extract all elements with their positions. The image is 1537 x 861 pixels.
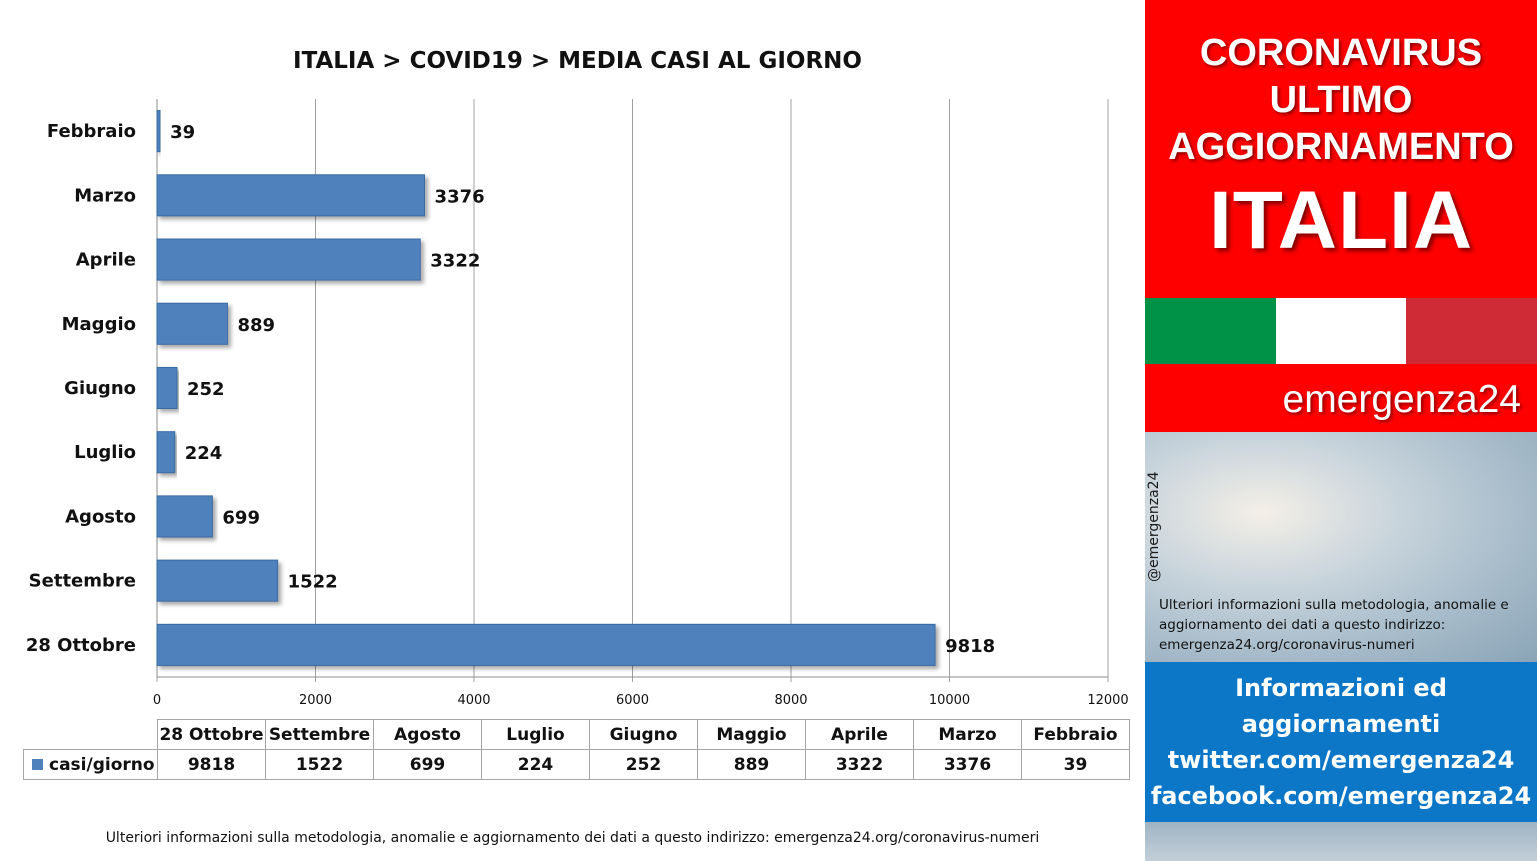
data-label: 889 [237, 315, 275, 336]
chart-area: ITALIA > COVID19 > MEDIA CASI AL GIORNO … [23, 48, 1130, 846]
headline-box: CORONAVIRUS ULTIMO AGGIORNAMENTO ITALIA [1145, 0, 1537, 298]
flag-stripe-white [1275, 298, 1407, 364]
footnote: Ulteriori informazioni sulla metodologia… [105, 830, 1040, 846]
x-tick-label: 8000 [774, 693, 807, 708]
info-line: Informazioni ed [1235, 674, 1447, 702]
bar-chart: 0 2000 4000 6000 8000 10000 12000 Febbraio 39 Mar… [26, 99, 1129, 708]
table-value-cell: 224 [481, 749, 590, 780]
headline-line: AGGIORNAMENTO [1168, 126, 1514, 168]
bar [156, 495, 213, 538]
photo-box: @emergenza24 Ulteriori informazioni sull… [1145, 432, 1537, 662]
bar [156, 559, 279, 602]
brand-name: emergenza24 [1282, 378, 1522, 421]
brand-bar: emergenza24 [1145, 364, 1537, 432]
category-label: Febbraio [47, 121, 136, 142]
headline: CORONAVIRUS ULTIMO AGGIORNAMENTO [1145, 30, 1537, 171]
flag-stripe-red [1406, 298, 1537, 364]
methodology-note: Ulteriori informazioni sulla metodologia… [1159, 597, 1509, 653]
flag-stripe-green [1145, 298, 1276, 364]
table-row: casi/giorno 9818 1522 699 224 252 889 33… [23, 749, 1130, 780]
data-table: 28 Ottobre Settembre Agosto Luglio Giugn… [23, 719, 1130, 780]
category-label: Maggio [62, 314, 136, 335]
twitter-link[interactable]: twitter.com/emergenza24 [1167, 746, 1515, 774]
info-box: Informazioni ed aggiornamenti twitter.co… [1145, 662, 1537, 822]
table-header-cell: Maggio [697, 719, 806, 750]
italian-flag [1145, 298, 1537, 364]
series-name: casi/giorno [49, 754, 155, 775]
table-value-cell: 39 [1021, 749, 1130, 780]
table-header-cell: Agosto [373, 719, 482, 750]
table-header-cell: Settembre [265, 719, 374, 750]
category-label: Giugno [64, 378, 136, 399]
table-value-cell: 1522 [265, 749, 374, 780]
data-label: 39 [170, 122, 195, 143]
table-header-cell: 28 Ottobre [157, 719, 266, 750]
table-value-cell: 3376 [913, 749, 1022, 780]
table-value-cell: 9818 [157, 749, 266, 780]
table-corner [23, 719, 158, 750]
bar [156, 174, 426, 217]
table-header-cell: Febbraio [1021, 719, 1130, 750]
category-label: Agosto [65, 506, 136, 527]
info-line: aggiornamenti [1241, 710, 1441, 738]
x-tick-label: 2000 [299, 693, 332, 708]
data-label: 224 [185, 443, 223, 464]
x-tick-label: 6000 [616, 693, 649, 708]
category-label: Aprile [76, 250, 136, 271]
bar [156, 110, 161, 153]
data-label: 3322 [430, 251, 480, 272]
social-handle: @emergenza24 [1146, 471, 1162, 583]
table-header-cell: Giugno [589, 719, 698, 750]
table-value-cell: 889 [697, 749, 806, 780]
data-label: 1522 [288, 572, 338, 593]
table-value-cell: 3322 [805, 749, 914, 780]
legend-key [32, 758, 43, 770]
side-panel: CORONAVIRUS ULTIMO AGGIORNAMENTO ITALIA … [1145, 0, 1537, 861]
bar [156, 366, 178, 410]
category-label: Settembre [29, 571, 136, 592]
data-label: 252 [187, 379, 225, 400]
category-label: Luglio [74, 442, 136, 463]
bar [156, 623, 936, 666]
category-label: Marzo [74, 185, 136, 206]
table-header-cell: Marzo [913, 719, 1022, 750]
x-tick-label: 0 [153, 693, 161, 708]
headline-line: ULTIMO [1269, 79, 1413, 121]
x-tick-label: 4000 [457, 693, 490, 708]
headline-line: CORONAVIRUS [1199, 32, 1483, 74]
table-header-row: 28 Ottobre Settembre Agosto Luglio Giugn… [23, 719, 1130, 750]
table-header-cell: Luglio [481, 719, 590, 750]
bottom-strip [1145, 822, 1537, 861]
country-name: ITALIA [1208, 175, 1474, 266]
series-label-cell: casi/giorno [23, 749, 158, 780]
data-label: 3376 [435, 186, 485, 207]
bar [156, 431, 176, 474]
bar [156, 302, 228, 345]
table-value-cell: 252 [589, 749, 698, 780]
bar [156, 238, 421, 281]
table-header-cell: Aprile [805, 719, 914, 750]
table-value-cell: 699 [373, 749, 482, 780]
data-label: 699 [222, 507, 260, 528]
data-label: 9818 [945, 636, 995, 657]
chart-title: ITALIA > COVID19 > MEDIA CASI AL GIORNO [293, 48, 862, 74]
category-label: 28 Ottobre [26, 635, 136, 656]
x-tick-label: 12000 [1087, 693, 1128, 708]
facebook-link[interactable]: facebook.com/emergenza24 [1150, 782, 1532, 810]
x-tick-label: 10000 [929, 693, 970, 708]
